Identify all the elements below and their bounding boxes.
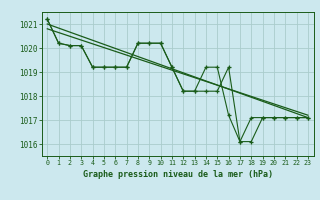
X-axis label: Graphe pression niveau de la mer (hPa): Graphe pression niveau de la mer (hPa) <box>83 170 273 179</box>
